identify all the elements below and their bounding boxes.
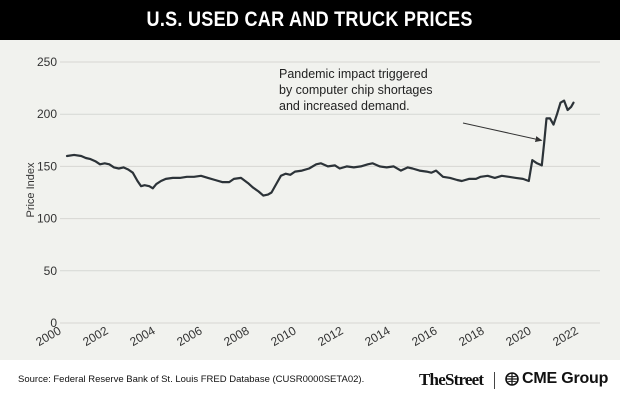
chart-header: U.S. USED CAR AND TRUCK PRICES — [0, 0, 620, 40]
y-tick-label: 250 — [37, 55, 57, 69]
y-tick-label: 150 — [37, 159, 57, 173]
x-tick-label: 2022 — [550, 323, 580, 349]
y-tick-label: 100 — [37, 212, 57, 226]
annotation-text-line: by computer chip shortages — [279, 83, 433, 97]
cme-group-logo: CME Group — [505, 370, 608, 388]
y-tick-label: 50 — [44, 264, 58, 278]
annotation-text-line: and increased demand. — [279, 99, 410, 113]
thestreet-logo: TheStreet — [419, 370, 484, 389]
x-tick-label: 2016 — [409, 323, 439, 349]
x-tick-label: 2000 — [33, 323, 63, 349]
x-tick-label: 2004 — [127, 323, 157, 349]
globe-icon — [505, 372, 519, 386]
source-note: Source: Federal Reserve Bank of St. Loui… — [18, 374, 365, 385]
x-tick-label: 2012 — [315, 323, 345, 349]
annotation: Pandemic impact triggered by computer chi… — [279, 67, 543, 143]
logo-divider — [494, 372, 495, 389]
series — [65, 99, 575, 197]
x-tick-label: 2008 — [221, 323, 251, 349]
y-tick-label: 200 — [37, 107, 57, 121]
chart-title: U.S. USED CAR AND TRUCK PRICES — [146, 8, 474, 31]
y-axis-label: Price Index — [25, 162, 37, 218]
gridlines — [60, 61, 600, 324]
line-chart: 0 50 100 150 200 250 2000 2002 2004 2006 2008 2010… — [25, 55, 600, 349]
chart-area: 0 50 100 150 200 250 2000 2002 2004 2006 2008 2010… — [0, 40, 620, 360]
y-tick-label: 0 — [50, 316, 57, 330]
x-axis-ticks: 2000 2002 2004 2006 2008 2010 2012 2014 2016 2018… — [33, 323, 580, 349]
y-axis-ticks: 0 50 100 150 200 250 — [37, 55, 57, 330]
x-tick-label: 2018 — [456, 323, 486, 349]
footer: Source: Federal Reserve Bank of St. Loui… — [0, 360, 620, 400]
cme-group-text: CME Group — [522, 370, 609, 387]
x-tick-label: 2020 — [503, 323, 533, 349]
series-line-0 — [65, 99, 575, 197]
annotation-arrow — [462, 122, 543, 143]
x-tick-label: 2006 — [174, 323, 204, 349]
x-tick-label: 2014 — [362, 323, 392, 349]
x-tick-label: 2010 — [268, 323, 298, 349]
annotation-text-line: Pandemic impact triggered — [279, 67, 428, 81]
x-tick-label: 2002 — [80, 323, 110, 349]
